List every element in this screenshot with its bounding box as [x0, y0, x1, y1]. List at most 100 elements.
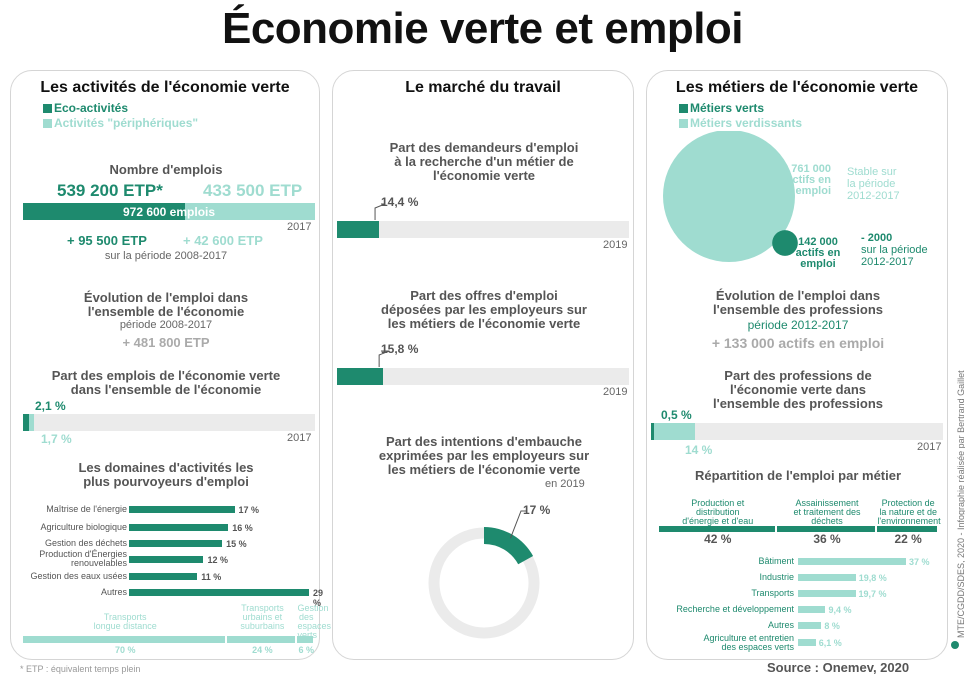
- domaine-bar: [129, 573, 198, 580]
- q3-line2: exprimées par les employeurs sur: [378, 448, 590, 463]
- domaine-label-line: Gestion des eaux usées: [30, 571, 127, 581]
- q1-title: Part des demandeurs d'emploi à la recher…: [333, 141, 635, 183]
- metier-vert-label-line: d'énergie et d'eau: [682, 516, 754, 526]
- q3-line3: les métiers de l'économie verte: [387, 462, 581, 477]
- metier-vert-value: 36 %: [813, 532, 841, 546]
- q3-donut-segment: [484, 527, 534, 565]
- bubble-big-note1: Stable sur: [847, 166, 897, 178]
- part-bar-periph: [29, 414, 35, 431]
- q2-line3: les métiers de l'économie verte: [387, 316, 581, 331]
- periph-segment-bar: [227, 636, 296, 643]
- domaines-title-line1: Les domaines d'activités les: [78, 460, 254, 475]
- legend-metiers-verdissants: Métiers verdissants: [679, 116, 802, 130]
- metier-vert-label-line: l'environnement: [877, 516, 941, 526]
- source: Source : Onemev, 2020: [767, 660, 910, 675]
- part-title-line1: Part des emplois de l'économie verte: [51, 368, 281, 383]
- nombre-emplois-title: Nombre d'emplois: [109, 162, 223, 177]
- bubble-small-line1: 142 000: [798, 236, 838, 248]
- panel-metiers-title: Les métiers de l'économie verte: [675, 79, 919, 96]
- metier-verdissant-label-line: Bâtiment: [758, 556, 794, 566]
- domaine-label-line: Autres: [100, 587, 127, 597]
- q3-title: Part des intentions d'embauche exprimées…: [333, 435, 635, 477]
- legend-swatch-verts: [679, 104, 688, 113]
- domaine-value: 15 %: [226, 539, 247, 549]
- metier-verdissant-bar: [798, 606, 826, 613]
- metier-verdissant-bar: [798, 639, 816, 646]
- metier-vert-bar: [659, 526, 775, 532]
- bubble-small-note2: 2012-2017: [861, 256, 914, 268]
- eco-gain: + 95 500 ETP: [67, 233, 147, 248]
- metier-vert-label-line: distribution: [696, 507, 740, 517]
- metier-vert-value: 42 %: [704, 532, 732, 546]
- bubble-verts: [772, 230, 798, 256]
- metier-verdissant-bar: [798, 574, 856, 581]
- metier-verdissant-bar: [798, 590, 856, 597]
- q2-bar-track: [337, 368, 629, 385]
- q2-value: 15,8 %: [381, 342, 419, 356]
- domaine-bar: [129, 524, 229, 531]
- bubble-small-note: - 2000 sur la période 2012-2017: [861, 232, 928, 268]
- metier-vert-label-line: la nature et de: [879, 507, 937, 517]
- part-light-label: 1,7 %: [41, 432, 72, 446]
- legend-swatch-light: [43, 119, 52, 128]
- metier-vert-value: 22 %: [894, 532, 922, 546]
- part-prof-verdissants: [654, 423, 695, 440]
- panel-activites-title: Les activités de l'économie verte: [40, 79, 290, 96]
- periph-segment-bar: [297, 636, 313, 643]
- metier-verdissant-label: Bâtiment: [649, 557, 794, 566]
- periph-segment-label-line: Gestion des: [297, 603, 329, 622]
- metier-verdissant-label-line: Transports: [751, 588, 794, 598]
- q1-bar-fill: [337, 221, 380, 238]
- metier-vert-label: Protection de la nature et de l'environnem…: [877, 498, 941, 526]
- periph-segment-label-line: urbains et: [242, 612, 283, 622]
- bubble-verdissants: [663, 131, 795, 262]
- evol-period: période 2008-2017: [119, 319, 213, 331]
- metier-verdissant-bar: [798, 622, 822, 629]
- q3-pointer: [510, 510, 527, 539]
- q3-year: en 2019: [545, 478, 585, 490]
- metier-vert-label-line: Production et: [691, 498, 745, 508]
- metier-verdissant-label: Recherche et développement: [649, 605, 794, 614]
- q1-pointer: [374, 203, 386, 220]
- evol-value: + 481 800 ETP: [122, 335, 210, 350]
- domaine-label: Autres: [13, 588, 127, 597]
- legend-verdissants-label: Métiers verdissants: [690, 116, 803, 130]
- part-prof-light-label: 14 %: [685, 443, 713, 457]
- domaine-label-line: renouvelables: [70, 558, 127, 568]
- evol-prof-value: + 133 000 actifs en emploi: [711, 335, 885, 351]
- part-bar-eco: [23, 414, 30, 431]
- evol-title-line2: l'ensemble de l'économie: [87, 304, 245, 319]
- metier-vert-bar: [877, 526, 937, 532]
- domaine-value: 29 %: [313, 588, 324, 608]
- bubble-big-note2: la période: [847, 178, 896, 190]
- periph-segment-label-line: Transports: [241, 603, 284, 613]
- periph-segment-label: Transports urbains et suburbains: [227, 604, 297, 631]
- metier-verdissant-value: 37 %: [909, 557, 930, 567]
- metier-vert-label-line: Protection de: [881, 498, 935, 508]
- metier-verdissant-label-line: Autres: [767, 620, 794, 630]
- domaine-label-line: Production d'Énergies: [39, 549, 127, 559]
- legend-swatch-verdissants: [679, 119, 688, 128]
- part-title-line2: dans l'ensemble de l'économie: [70, 382, 262, 397]
- periph-segment-value: 24 %: [252, 645, 273, 655]
- domaine-bar: [129, 589, 309, 596]
- gain-period: sur la période 2008-2017: [104, 250, 228, 262]
- bubble-small-value: 142 000 actifs en emploi: [793, 237, 843, 270]
- credit-text: MTE/CGDD/SDES, 2020 - Infographie réalis…: [956, 370, 965, 638]
- domaine-label-line: Gestion des déchets: [44, 538, 127, 548]
- bubble-big-line3: emploi: [795, 185, 831, 197]
- q1-line1: Part des demandeurs d'emploi: [389, 140, 579, 155]
- emplois-year: 2017: [287, 221, 312, 233]
- periph-segment-bar: [23, 636, 226, 643]
- part-prof-dark-label: 0,5 %: [661, 408, 692, 422]
- domaine-label-line: Agriculture biologique: [40, 522, 127, 532]
- part-dark-label: 2,1 %: [35, 399, 66, 413]
- metier-vert-label: Production et distribution d'énergie et d'…: [659, 499, 777, 526]
- metier-vert-label-line: déchets: [811, 516, 843, 526]
- evol-professions-title: Évolution de l'emploi dans l'ensemble de…: [647, 289, 949, 317]
- bubble-big-line1: 3 761 000: [782, 163, 831, 175]
- part-bar-track: [23, 414, 315, 431]
- bubble-big-value: 3 761 000 actifs en emploi: [767, 164, 831, 197]
- metier-verdissant-value: 9,4 %: [828, 605, 852, 615]
- bubble-big-line2: actifs en: [786, 174, 831, 186]
